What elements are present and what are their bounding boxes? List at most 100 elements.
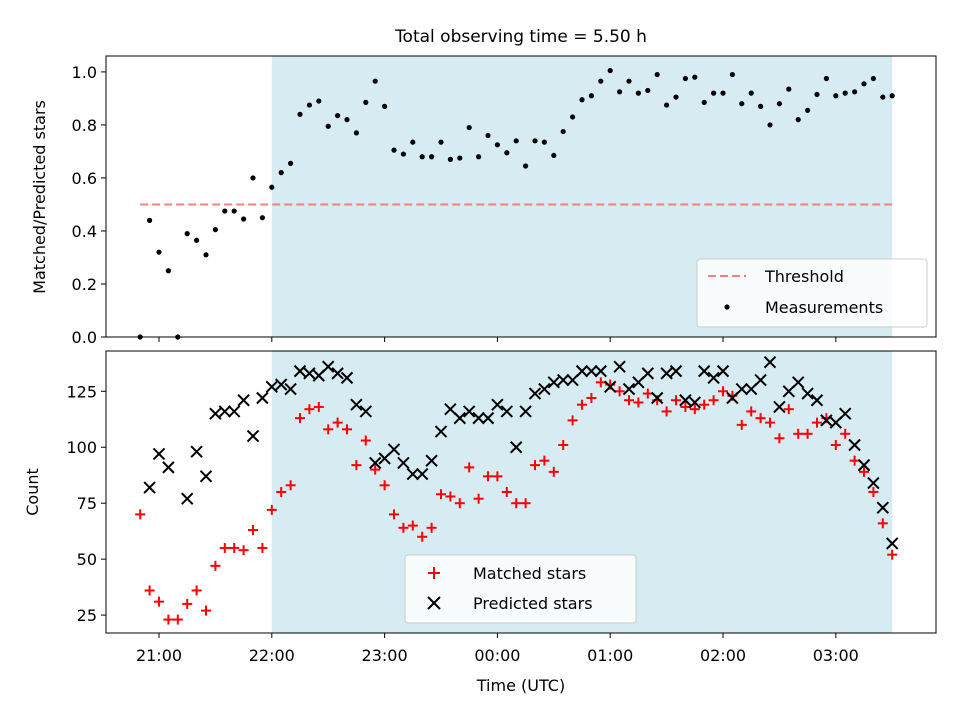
matched-star-point bbox=[708, 395, 719, 406]
predicted-stars-points bbox=[143, 355, 899, 550]
matched-star-point bbox=[868, 487, 879, 497]
bottom-y-axis-label: Count bbox=[23, 468, 42, 516]
predicted-star-point bbox=[368, 456, 382, 470]
predicted-star-point bbox=[434, 425, 448, 438]
measurement-point bbox=[306, 102, 312, 108]
measurement-point bbox=[795, 117, 801, 123]
predicted-star-point bbox=[462, 405, 476, 418]
x-tick-label: 03:00 bbox=[813, 646, 859, 665]
measurement-point bbox=[447, 156, 453, 162]
matched-star-point bbox=[285, 480, 296, 491]
matched-star-point bbox=[201, 605, 211, 616]
predicted-star-point bbox=[876, 501, 890, 514]
bottom-y-ticks: 25 50 75 100 125 bbox=[66, 382, 106, 625]
measurement-point bbox=[269, 184, 275, 190]
x-tick-label: 23:00 bbox=[362, 646, 408, 665]
matched-star-point bbox=[595, 377, 606, 388]
matched-star-point bbox=[219, 542, 230, 553]
measurement-point bbox=[767, 122, 773, 128]
measurement-point bbox=[711, 90, 717, 96]
matched-star-point bbox=[539, 455, 550, 466]
matched-star-point bbox=[633, 397, 644, 408]
matched-star-point bbox=[454, 498, 465, 509]
predicted-star-point bbox=[867, 476, 880, 490]
matched-star-point bbox=[135, 509, 146, 520]
measurement-point bbox=[852, 89, 858, 95]
measurement-point bbox=[231, 208, 237, 214]
predicted-star-point bbox=[284, 382, 297, 396]
matched-star-point bbox=[736, 419, 747, 430]
predicted-star-point bbox=[594, 364, 608, 378]
predicted-star-point bbox=[857, 458, 871, 472]
predicted-star-point bbox=[773, 400, 786, 414]
matched-star-point bbox=[473, 493, 484, 504]
top-y-tick-label: 0.0 bbox=[72, 328, 97, 347]
measurement-point bbox=[758, 103, 764, 109]
predicted-star-point bbox=[566, 373, 579, 387]
predicted-star-point bbox=[152, 447, 166, 461]
predicted-star-point bbox=[622, 382, 636, 396]
matched-star-point bbox=[501, 487, 512, 497]
measurement-point bbox=[353, 130, 359, 136]
matched-star-point bbox=[370, 464, 381, 475]
matched-star-point bbox=[793, 428, 804, 439]
predicted-star-point bbox=[199, 470, 213, 483]
predicted-star-point bbox=[378, 452, 391, 465]
x-tick-label: 02:00 bbox=[700, 646, 746, 665]
predicted-star-point bbox=[519, 405, 532, 418]
measurement-point bbox=[541, 139, 548, 145]
predicted-star-point bbox=[312, 369, 326, 382]
matched-star-point bbox=[586, 393, 597, 403]
predicted-star-point bbox=[726, 391, 739, 405]
measurement-point bbox=[400, 151, 406, 157]
bottom-x-ticks: 21:00 22:00 23:00 00:00 01:00 02:00 03:00 bbox=[136, 633, 859, 665]
matched-star-point bbox=[229, 542, 240, 553]
top-y-axis-label: Matched/Predicted stars bbox=[30, 100, 49, 294]
legend-matched-swatch bbox=[428, 567, 440, 579]
matched-star-point bbox=[492, 471, 503, 482]
predicted-star-point bbox=[453, 411, 467, 425]
predicted-star-point bbox=[669, 364, 683, 378]
predicted-star-point bbox=[660, 367, 673, 380]
predicted-star-point bbox=[641, 367, 655, 380]
matched-star-point bbox=[548, 466, 559, 477]
predicted-star-point bbox=[293, 364, 307, 378]
predicted-star-point bbox=[246, 429, 260, 443]
measurement-point bbox=[156, 249, 162, 255]
matched-star-point bbox=[567, 415, 578, 426]
predicted-star-point bbox=[209, 407, 222, 420]
measurement-point bbox=[194, 237, 200, 243]
top-y-tick-label: 0.4 bbox=[72, 222, 97, 241]
matched-star-point bbox=[577, 399, 587, 410]
predicted-star-point bbox=[575, 364, 589, 378]
predicted-star-point bbox=[556, 373, 570, 387]
x-tick-label: 00:00 bbox=[474, 646, 520, 665]
x-tick-label: 21:00 bbox=[136, 646, 182, 665]
matched-star-point bbox=[304, 404, 315, 415]
matched-star-point bbox=[765, 417, 775, 428]
legend-matched-label: Matched stars bbox=[473, 564, 586, 583]
matched-star-point bbox=[389, 509, 399, 520]
matched-star-point bbox=[840, 428, 851, 439]
predicted-star-point bbox=[885, 537, 899, 550]
predicted-star-point bbox=[425, 454, 438, 467]
matched-star-point bbox=[877, 518, 888, 529]
predicted-star-point bbox=[744, 382, 758, 396]
measurement-point bbox=[701, 99, 707, 105]
predicted-star-point bbox=[415, 467, 429, 481]
measurement-point bbox=[278, 170, 284, 176]
bottom-legend: Matched stars Predicted stars bbox=[404, 554, 637, 624]
predicted-star-point bbox=[406, 467, 420, 481]
measurement-point bbox=[748, 90, 754, 96]
matched-star-point bbox=[323, 424, 334, 435]
matched-stars-points bbox=[135, 377, 898, 625]
measurement-point bbox=[297, 111, 303, 117]
measurement-point bbox=[184, 231, 190, 237]
measurement-point bbox=[776, 101, 783, 107]
predicted-star-point bbox=[190, 445, 203, 458]
measurement-points bbox=[137, 67, 895, 340]
matched-star-point bbox=[445, 491, 456, 502]
predicted-star-point bbox=[321, 360, 335, 373]
predicted-star-point bbox=[237, 394, 250, 407]
x-axis-label: Time (UTC) bbox=[476, 676, 565, 695]
